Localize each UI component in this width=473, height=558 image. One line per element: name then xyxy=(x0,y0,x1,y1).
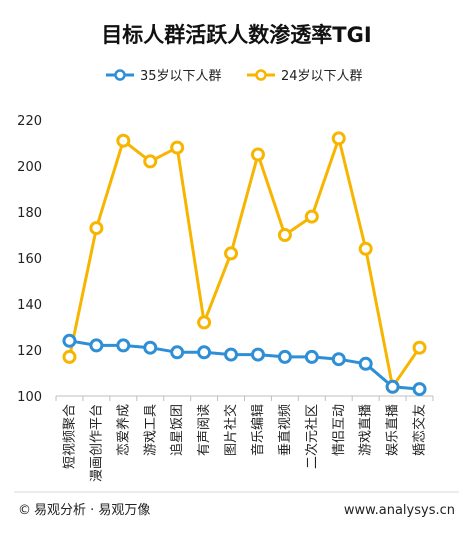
data-point-series-0 xyxy=(197,345,212,360)
y-tick-label: 140 xyxy=(17,298,42,313)
data-point-series-1 xyxy=(358,241,373,256)
x-category-label: 追星饭团 xyxy=(169,404,185,456)
data-point-series-1 xyxy=(250,147,265,162)
x-category-label: 娱乐直播 xyxy=(386,404,401,456)
x-category-label: 有声阅读 xyxy=(197,404,212,456)
x-category-label: 游戏直播 xyxy=(359,404,374,456)
legend-item-series-0: 35岁以下人群 xyxy=(106,69,222,84)
x-category-label: 游戏工具 xyxy=(143,404,158,456)
data-point-series-0 xyxy=(277,349,292,364)
footer-source: 易观分析 · 易观万像 xyxy=(34,503,150,518)
data-point-series-0 xyxy=(89,338,104,353)
legend-swatch-marker-0 xyxy=(114,69,126,81)
data-point-series-0 xyxy=(385,379,400,394)
y-tick-label: 120 xyxy=(17,344,42,359)
data-point-series-0 xyxy=(304,349,319,364)
data-point-series-0 xyxy=(143,340,158,355)
data-point-series-0 xyxy=(358,356,373,371)
footer-website: www.analysys.cn xyxy=(344,503,455,518)
data-point-series-1 xyxy=(277,228,292,242)
data-point-series-0 xyxy=(170,345,185,360)
x-category-label: 二次元社区 xyxy=(304,404,320,469)
legend: 35岁以下人群 24岁以下人群 xyxy=(106,69,363,84)
x-category-label: 音乐编辑 xyxy=(250,404,266,456)
data-point-series-1 xyxy=(62,349,77,364)
data-point-series-0 xyxy=(250,347,265,362)
legend-item-series-1: 24岁以下人群 xyxy=(247,69,363,84)
x-category-label: 恋爱养成 xyxy=(115,404,131,456)
x-axis: 短视频聚合 漫画创作平台 恋爱养成 游戏工具 追星饭团 有声阅读 图片社交 音乐编辑 垂直视频二… xyxy=(55,396,434,482)
data-point-series-1 xyxy=(224,246,239,261)
data-point-series-0 xyxy=(224,347,239,362)
data-point-series-1 xyxy=(170,140,185,155)
x-category-label: 婚恋交友 xyxy=(412,404,428,456)
data-point-series-0 xyxy=(62,333,77,348)
x-category-label: 垂直视频 xyxy=(278,404,293,456)
y-axis: 100 120 140 160 180 200 220 xyxy=(17,114,42,405)
footer-copyright-symbol: © xyxy=(18,503,31,518)
data-point-series-1 xyxy=(143,154,158,169)
data-point-series-1 xyxy=(89,221,104,236)
data-point-series-1 xyxy=(197,315,212,330)
y-tick-label: 100 xyxy=(17,390,42,405)
x-category-label: 短视频聚合 xyxy=(62,404,77,469)
y-tick-label: 220 xyxy=(17,114,42,129)
series-markers xyxy=(62,131,427,397)
legend-label-0: 35岁以下人群 xyxy=(140,69,222,84)
chart-title: 目标人群活跃人数渗透率TGI xyxy=(101,23,371,47)
legend-swatch-marker-1 xyxy=(255,69,267,81)
x-category-label: 图片社交 xyxy=(223,404,239,456)
x-category-label: 漫画创作平台 xyxy=(89,404,104,482)
data-point-series-0 xyxy=(331,352,346,367)
legend-label-1: 24岁以下人群 xyxy=(281,69,363,84)
data-point-series-0 xyxy=(412,382,427,397)
x-category-label: 情侣互动 xyxy=(332,404,347,456)
data-point-series-1 xyxy=(116,133,131,148)
y-tick-label: 160 xyxy=(17,252,42,267)
data-point-series-0 xyxy=(116,338,131,353)
data-point-series-1 xyxy=(304,209,319,224)
y-tick-label: 180 xyxy=(17,206,42,221)
data-point-series-1 xyxy=(412,340,427,355)
data-point-series-1 xyxy=(331,131,346,146)
y-tick-label: 200 xyxy=(17,160,42,175)
